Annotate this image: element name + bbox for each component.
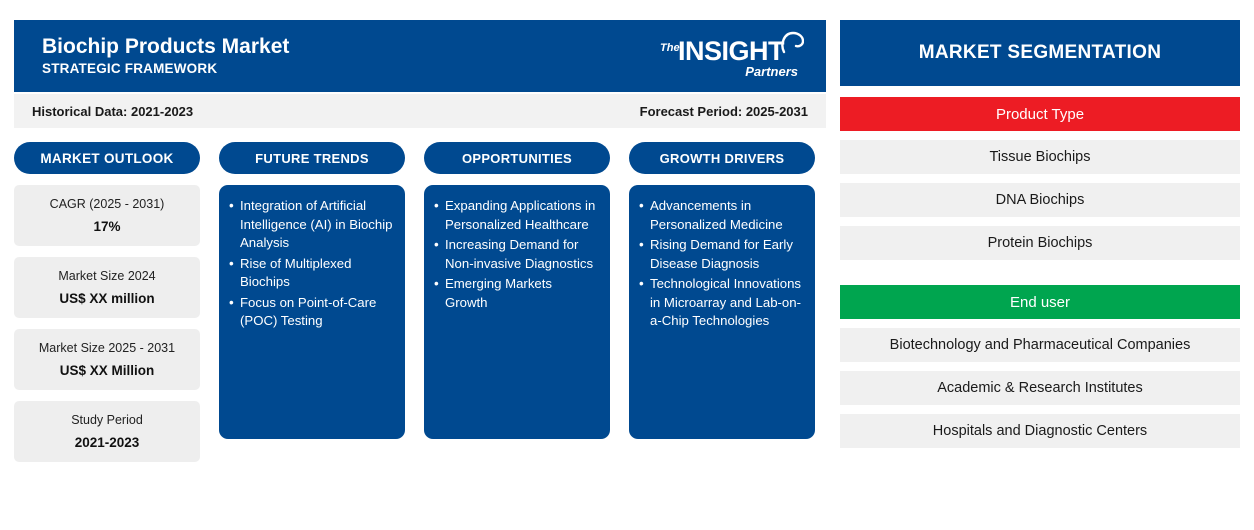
list-item: Integration of Artificial Intelligence (… xyxy=(229,197,393,253)
stat-study-period: Study Period 2021-2023 xyxy=(14,401,200,462)
stat-study-period-value: 2021-2023 xyxy=(74,435,140,450)
segmentation-item-protein-biochips: Protein Biochips xyxy=(840,226,1240,260)
column-heading-opportunities: OPPORTUNITIES xyxy=(424,142,610,174)
column-heading-future-trends: FUTURE TRENDS xyxy=(219,142,405,174)
column-heading-growth-drivers: GROWTH DRIVERS xyxy=(629,142,815,174)
segmentation-title: MARKET SEGMENTATION xyxy=(840,20,1240,86)
card-growth-drivers: Advancements in Personalized Medicine Ri… xyxy=(629,185,815,439)
stat-market-size-forecast: Market Size 2025 - 2031 US$ XX Million xyxy=(14,329,200,390)
segmentation-category-end-user: End user xyxy=(840,285,1240,319)
page-title: Biochip Products Market xyxy=(42,35,290,58)
columns-container: MARKET OUTLOOK CAGR (2025 - 2031) 17% Ma… xyxy=(14,142,826,462)
forecast-period-label: Forecast Period: 2025-2031 xyxy=(639,103,808,119)
column-growth-drivers: GROWTH DRIVERS Advancements in Personali… xyxy=(629,142,815,462)
segmentation-item-hospitals-diagnostic: Hospitals and Diagnostic Centers xyxy=(840,414,1240,448)
stat-market-size-2024-value: US$ XX million xyxy=(59,291,155,306)
stat-study-period-label: Study Period xyxy=(71,413,143,427)
list-item: Expanding Applications in Personalized H… xyxy=(434,197,598,234)
segmentation-item-academic-research: Academic & Research Institutes xyxy=(840,371,1240,405)
logo-swoosh-icon xyxy=(781,31,804,54)
list-item: Advancements in Personalized Medicine xyxy=(639,197,803,234)
stat-cagr-label: CAGR (2025 - 2031) xyxy=(49,197,165,211)
opportunities-list: Expanding Applications in Personalized H… xyxy=(434,197,598,312)
stat-cagr-value: 17% xyxy=(93,219,121,234)
list-item: Rising Demand for Early Disease Diagnosi… xyxy=(639,236,803,273)
column-heading-market-outlook: MARKET OUTLOOK xyxy=(14,142,200,174)
segmentation-item-biotech-pharma: Biotechnology and Pharmaceutical Compani… xyxy=(840,328,1240,362)
data-period-bar: Historical Data: 2021-2023 Forecast Peri… xyxy=(14,94,826,128)
list-item: Rise of Multiplexed Biochips xyxy=(229,255,393,292)
logo-partners-text: Partners xyxy=(745,64,798,79)
list-item: Technological Innovations in Microarray … xyxy=(639,275,803,331)
stat-market-size-2024-label: Market Size 2024 xyxy=(58,269,156,283)
stat-market-size-forecast-label: Market Size 2025 - 2031 xyxy=(38,341,176,355)
segmentation-item-tissue-biochips: Tissue Biochips xyxy=(840,140,1240,174)
title-text-group: Biochip Products Market STRATEGIC FRAMEW… xyxy=(42,34,289,78)
logo-insight-text: INSIGHT xyxy=(678,36,785,66)
segmentation-category-product-type: Product Type xyxy=(840,97,1240,131)
growth-drivers-list: Advancements in Personalized Medicine Ri… xyxy=(639,197,803,331)
stat-market-size-2024: Market Size 2024 US$ XX million xyxy=(14,257,200,318)
column-opportunities: OPPORTUNITIES Expanding Applications in … xyxy=(424,142,610,462)
list-item: Focus on Point-of-Care (POC) Testing xyxy=(229,294,393,331)
list-item: Increasing Demand for Non-invasive Diagn… xyxy=(434,236,598,273)
future-trends-list: Integration of Artificial Intelligence (… xyxy=(229,197,393,331)
column-future-trends: FUTURE TRENDS Integration of Artificial … xyxy=(219,142,405,462)
segmentation-spacer xyxy=(840,260,1240,274)
stat-market-size-forecast-value: US$ XX Million xyxy=(59,363,155,378)
segmentation-panel: MARKET SEGMENTATION Product Type Tissue … xyxy=(840,20,1240,448)
column-market-outlook: MARKET OUTLOOK CAGR (2025 - 2031) 17% Ma… xyxy=(14,142,200,462)
title-bar: Biochip Products Market STRATEGIC FRAMEW… xyxy=(14,20,826,92)
left-panel: Biochip Products Market STRATEGIC FRAMEW… xyxy=(14,20,826,462)
page-subtitle: STRATEGIC FRAMEWORK xyxy=(42,61,218,76)
card-opportunities: Expanding Applications in Personalized H… xyxy=(424,185,610,439)
logo-the-text: The xyxy=(660,42,680,54)
insight-partners-logo: The INSIGHT Partners xyxy=(660,30,804,82)
historical-data-label: Historical Data: 2021-2023 xyxy=(32,103,194,119)
list-item: Emerging Markets Growth xyxy=(434,275,598,312)
card-future-trends: Integration of Artificial Intelligence (… xyxy=(219,185,405,439)
segmentation-item-dna-biochips: DNA Biochips xyxy=(840,183,1240,217)
stat-cagr: CAGR (2025 - 2031) 17% xyxy=(14,185,200,246)
